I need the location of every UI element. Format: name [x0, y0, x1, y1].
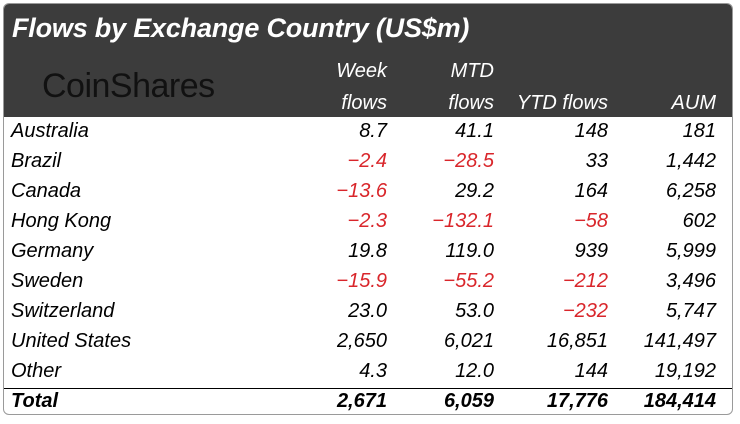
table-row: Hong Kong −2.3 −132.1 −58 602	[4, 208, 732, 238]
aum-cell: 19,192	[654, 360, 716, 382]
week-header-line2: flows	[341, 92, 387, 114]
ytd-cell: 148	[574, 120, 608, 142]
mtd-cell: −28.5	[443, 150, 494, 172]
country-cell: Germany	[11, 240, 94, 262]
aum-cell: 141,497	[643, 330, 716, 352]
mtd-cell: −132.1	[432, 210, 494, 232]
aum-cell: 1,442	[665, 150, 716, 172]
table-row: Sweden −15.9 −55.2 −212 3,496	[4, 268, 732, 298]
country-cell: Canada	[11, 180, 82, 202]
ytd-cell: 164	[574, 180, 608, 202]
total-row: Total 2,671 6,059 17,776 184,414	[4, 388, 732, 414]
table-row: Australia 8.7 41.1 148 181	[4, 118, 732, 148]
week-cell: −13.6	[336, 180, 387, 202]
ytd-cell: −232	[562, 300, 608, 322]
ytd-cell: −212	[562, 270, 608, 292]
table-row: United States 2,650 6,021 16,851 141,497	[4, 328, 732, 358]
mtd-header-line1: MTD	[450, 60, 494, 82]
week-header-line1: Week	[336, 60, 387, 82]
country-cell: Sweden	[11, 270, 84, 292]
aum-cell: 602	[682, 210, 716, 232]
table-title: Flows by Exchange Country (US$m)	[12, 13, 470, 43]
week-cell: −15.9	[336, 270, 387, 292]
ytd-header: YTD flows	[516, 92, 608, 114]
aum-cell: 5,999	[665, 240, 716, 262]
total-label: Total	[11, 390, 59, 412]
mtd-cell: 119.0	[445, 240, 494, 262]
total-aum: 184,414	[643, 390, 716, 412]
mtd-cell: 53.0	[455, 300, 494, 322]
aum-header: AUM	[671, 92, 716, 114]
table-row: Canada −13.6 29.2 164 6,258	[4, 178, 732, 208]
week-cell: 4.3	[359, 360, 387, 382]
table-header: Flows by Exchange Country (US$m) CoinSha…	[4, 4, 732, 117]
week-cell: 19.8	[348, 240, 387, 262]
week-cell: 23.0	[348, 300, 387, 322]
aum-cell: 181	[682, 120, 716, 142]
country-cell: Australia	[11, 120, 89, 142]
ytd-cell: −58	[574, 210, 608, 232]
ytd-cell: 939	[574, 240, 608, 262]
table-row: Switzerland 23.0 53.0 −232 5,747	[4, 298, 732, 328]
table-row: Other 4.3 12.0 144 19,192	[4, 358, 732, 388]
table-body: Australia 8.7 41.1 148 181 Brazil −2.4 −28.5 33 1…	[4, 118, 732, 388]
country-cell: Hong Kong	[11, 210, 112, 232]
country-cell: Brazil	[11, 150, 62, 172]
mtd-cell: −55.2	[443, 270, 494, 292]
total-week: 2,671	[336, 390, 387, 412]
mtd-cell: 29.2	[455, 180, 494, 202]
ytd-cell: 33	[585, 150, 608, 172]
mtd-cell: 41.1	[455, 120, 494, 142]
table-row: Brazil −2.4 −28.5 33 1,442	[4, 148, 732, 178]
country-cell: Switzerland	[11, 300, 115, 322]
aum-cell: 3,496	[665, 270, 716, 292]
week-cell: 2,650	[336, 330, 387, 352]
week-cell: 8.7	[359, 120, 387, 142]
mtd-cell: 12.0	[455, 360, 494, 382]
coinshares-logo: CoinShares	[42, 67, 215, 105]
mtd-header-line2: flows	[448, 92, 494, 114]
country-cell: Other	[11, 360, 62, 382]
total-ytd: 17,776	[546, 390, 608, 412]
country-cell: United States	[11, 330, 132, 352]
aum-cell: 6,258	[665, 180, 716, 202]
aum-cell: 5,747	[665, 300, 716, 322]
week-cell: −2.4	[347, 150, 387, 172]
ytd-cell: 144	[574, 360, 608, 382]
week-cell: −2.3	[347, 210, 387, 232]
total-mtd: 6,059	[443, 390, 494, 412]
flows-table: Flows by Exchange Country (US$m) CoinSha…	[3, 3, 733, 415]
table-row: Germany 19.8 119.0 939 5,999	[4, 238, 732, 268]
ytd-cell: 16,851	[546, 330, 608, 352]
mtd-cell: 6,021	[443, 330, 494, 352]
